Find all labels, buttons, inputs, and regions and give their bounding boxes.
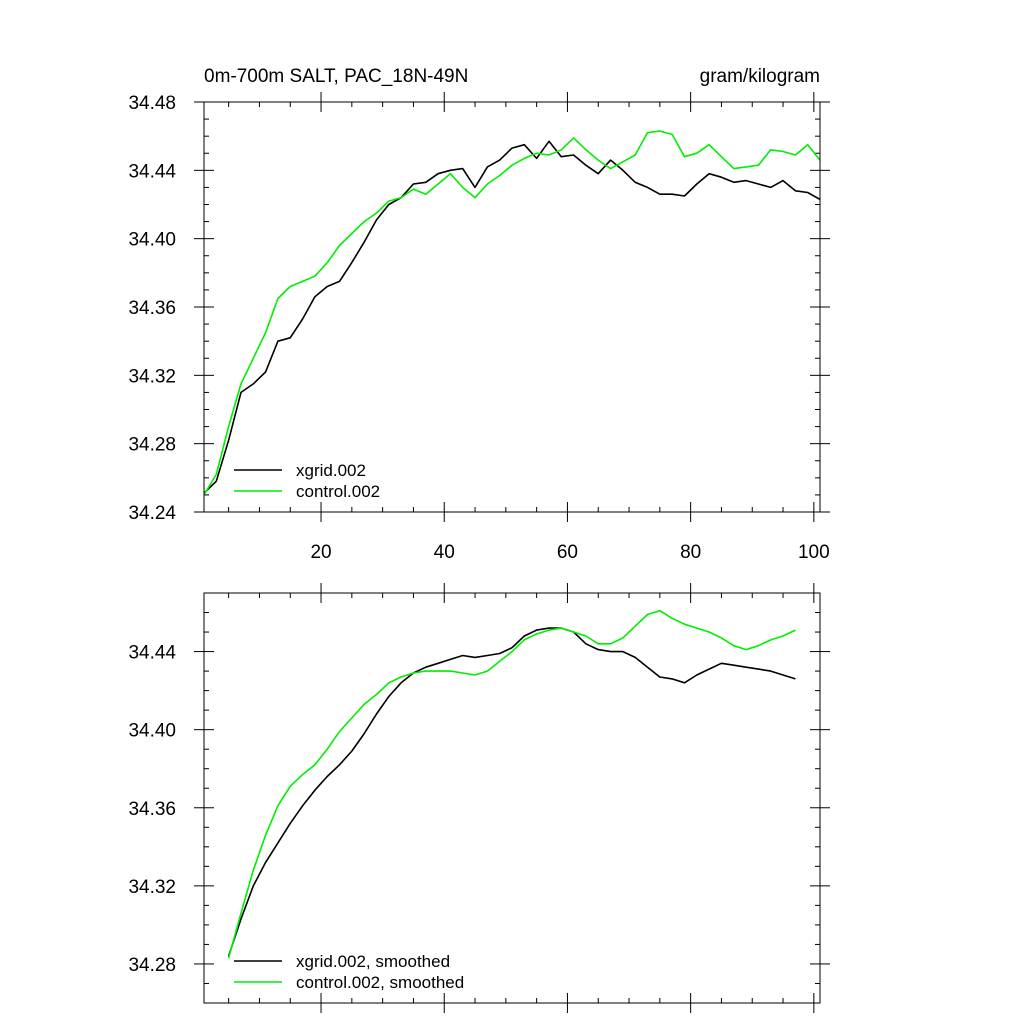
x-tick-label: 40 bbox=[434, 542, 455, 563]
bottom-chart-series bbox=[227, 609, 796, 959]
y-tick-label: 34.32 bbox=[128, 366, 176, 387]
bottom-chart-axes: 34.28 34.32 34.36 34.40 34.44 bbox=[128, 583, 830, 1013]
y-tick-label: 34.44 bbox=[128, 161, 176, 182]
units-label: gram/kilogram bbox=[700, 66, 820, 87]
top-chart-axes: 20 40 60 80 100 34.24 34.28 34.32 34.36 34.40 34.4… bbox=[128, 92, 830, 563]
y-tick-label: 34.48 bbox=[128, 93, 176, 114]
y-tick-label: 34.28 bbox=[128, 435, 176, 456]
bottom-chart-panel: 34.28 34.32 34.36 34.40 34.44 xgrid.002, smo… bbox=[128, 583, 830, 1013]
legend-label-xgrid: xgrid.002 bbox=[296, 461, 366, 480]
x-tick-label: 20 bbox=[310, 542, 331, 563]
top-chart-legend: xgrid.002 control.002 bbox=[234, 461, 380, 501]
chart-title: 0m-700m SALT, PAC_18N-49N bbox=[204, 66, 468, 87]
series-line-xgrid-002-smoothed bbox=[227, 627, 796, 957]
x-tick-label: 60 bbox=[557, 542, 578, 563]
legend-label-control: control.002 bbox=[296, 482, 380, 501]
legend-label-control-smoothed: control.002, smoothed bbox=[296, 973, 464, 992]
x-tick-label: 80 bbox=[680, 542, 701, 563]
legend-label-xgrid-smoothed: xgrid.002, smoothed bbox=[296, 952, 450, 971]
y-tick-label: 34.32 bbox=[128, 877, 176, 898]
y-tick-label: 34.24 bbox=[128, 503, 176, 524]
y-tick-label: 34.28 bbox=[128, 955, 176, 976]
series-line-xgrid-002 bbox=[203, 140, 821, 494]
top-chart-series bbox=[203, 130, 821, 496]
top-chart-panel: 0m-700m SALT, PAC_18N-49N gram/kilogram … bbox=[128, 66, 830, 563]
y-tick-label: 34.44 bbox=[128, 643, 176, 664]
y-tick-label: 34.36 bbox=[128, 298, 176, 319]
series-line-control-002 bbox=[203, 130, 821, 496]
bottom-chart-legend: xgrid.002, smoothed control.002, smoothe… bbox=[234, 952, 464, 992]
y-tick-label: 34.40 bbox=[128, 230, 176, 251]
series-line-control-002-smoothed bbox=[227, 609, 796, 959]
y-tick-label: 34.36 bbox=[128, 799, 176, 820]
x-tick-label: 100 bbox=[798, 542, 830, 563]
bottom-chart-frame bbox=[203, 592, 821, 1004]
y-tick-label: 34.40 bbox=[128, 721, 176, 742]
top-chart-frame bbox=[203, 101, 821, 513]
